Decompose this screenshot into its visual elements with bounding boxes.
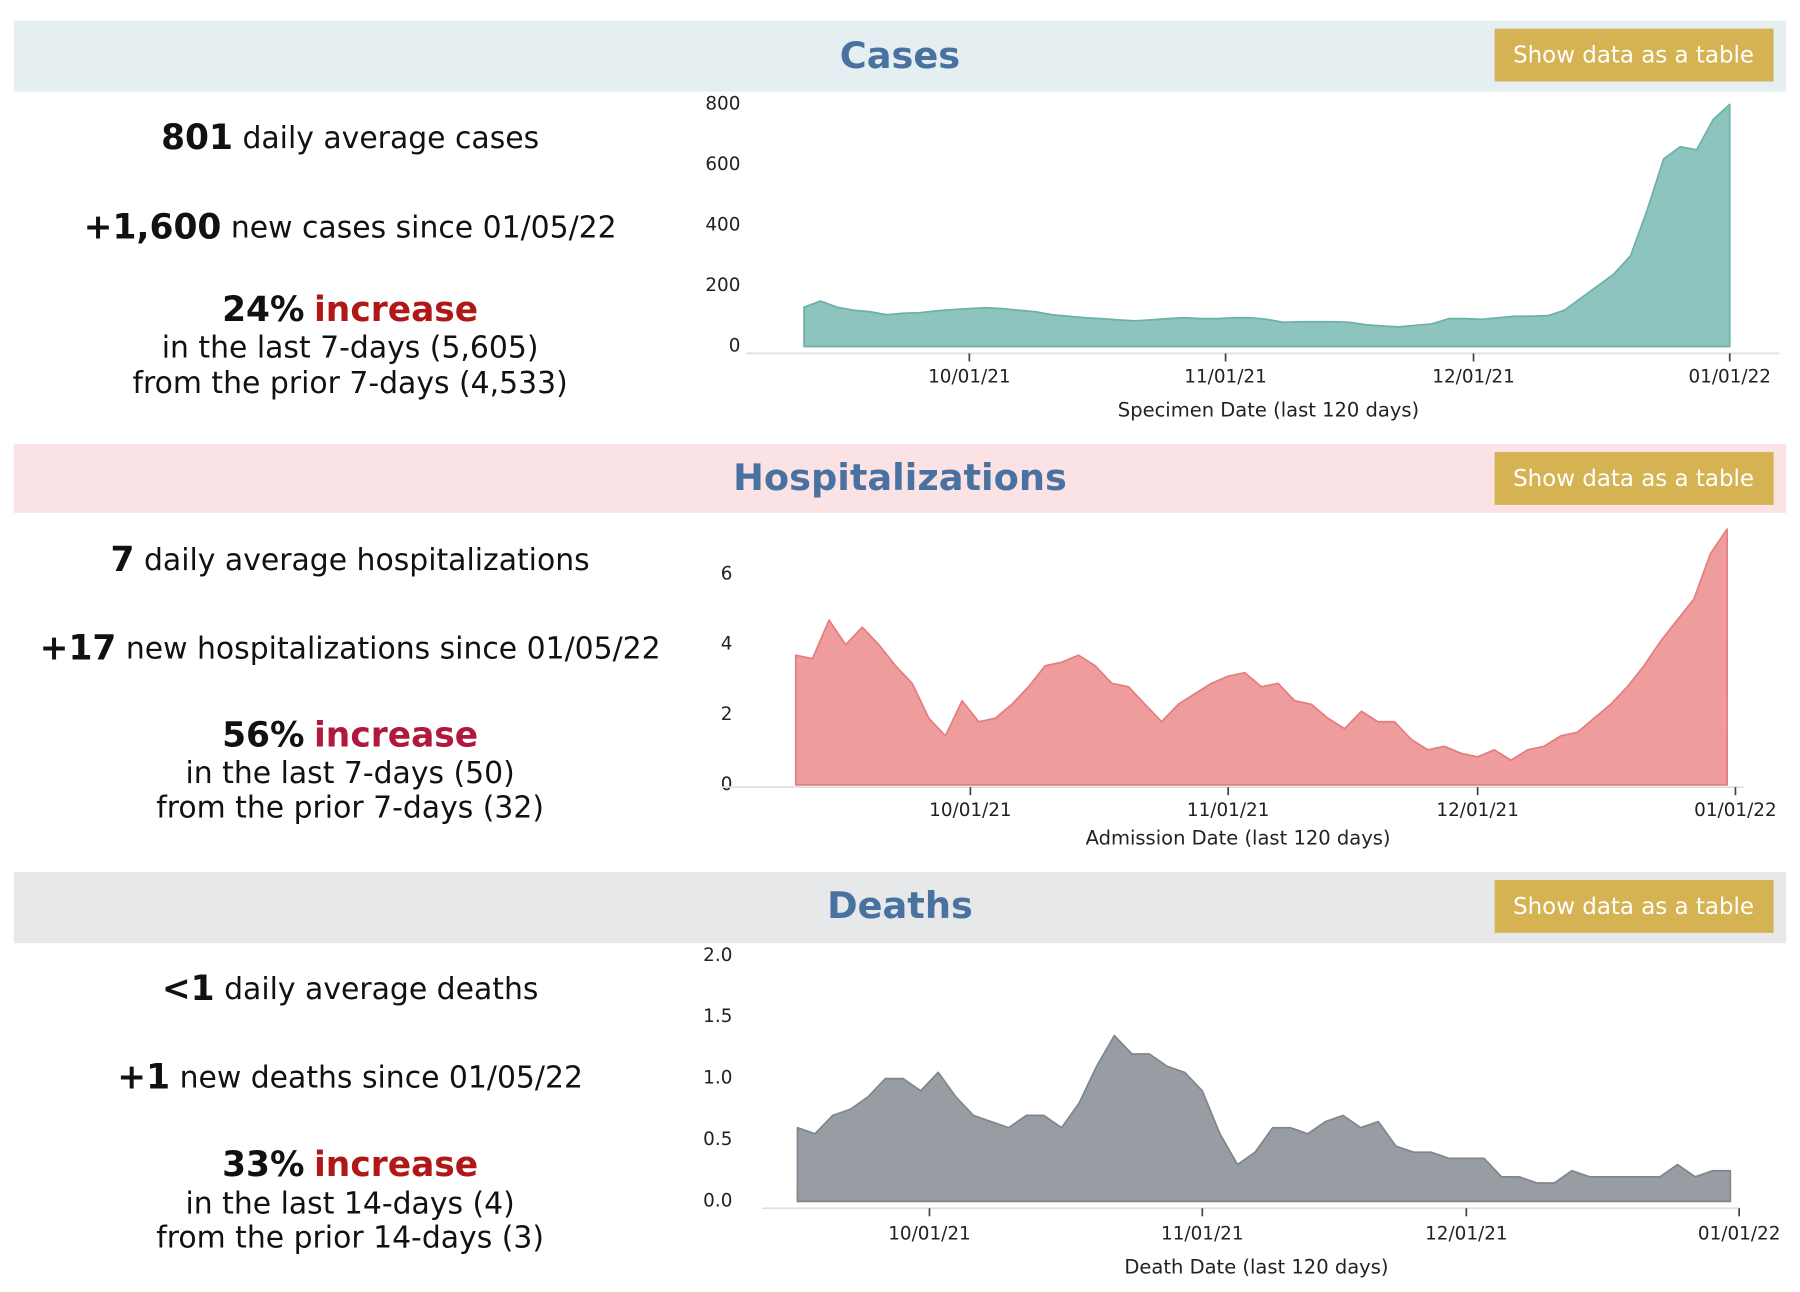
x-axis-title: Death Date (last 120 days) — [1124, 1255, 1388, 1278]
stat-text: daily average cases — [242, 120, 539, 155]
y-tick-label: 4 — [721, 634, 733, 655]
header-bar — [13, 444, 1787, 513]
x-tick-label: 11/01/21 — [1184, 367, 1266, 388]
stat-value: 56% — [222, 715, 304, 755]
x-tick-label: 10/01/21 — [888, 1224, 970, 1245]
area — [794, 528, 1728, 786]
y-tick-label: 400 — [705, 214, 740, 235]
x-axis-title: Specimen Date (last 120 days) — [1118, 398, 1419, 421]
stat-text: from the prior 7-days (4,533) — [133, 366, 568, 401]
area — [803, 103, 1731, 348]
x-axis-title: Admission Date (last 120 days) — [1086, 826, 1391, 849]
stat-line: 801 daily average cases — [161, 117, 539, 157]
y-tick-label: 1.5 — [703, 1006, 732, 1027]
y-tick-label: 0.5 — [703, 1129, 732, 1150]
stat-text: new hospitalizations since 01/05/22 — [126, 631, 661, 666]
x-tick-label: 01/01/22 — [1698, 1224, 1780, 1245]
x-tick-label: 12/01/21 — [1432, 367, 1514, 388]
stat-line: +1,600 new cases since 01/05/22 — [84, 207, 617, 247]
button-bg — [1494, 452, 1774, 505]
stat-value: 24% — [222, 289, 304, 329]
stat-text: in the last 7-days (50) — [185, 756, 514, 791]
table-button[interactable]: Show data as a table — [1494, 880, 1774, 933]
stat-text: new cases since 01/05/22 — [231, 210, 617, 245]
y-tick-label: 0.0 — [703, 1190, 732, 1211]
stat-text: in the last 14-days (4) — [185, 1186, 514, 1221]
stat-line: +17 new hospitalizations since 01/05/22 — [40, 628, 661, 668]
stat-line: 24% increase — [222, 289, 478, 329]
y-tick-label: 200 — [705, 275, 740, 296]
stat-text: daily average deaths — [224, 972, 538, 1007]
area — [796, 1034, 1732, 1203]
stat-value: +17 — [40, 628, 117, 668]
stat-text: new deaths since 01/05/22 — [180, 1060, 583, 1095]
stat-text: from the prior 7-days (32) — [156, 790, 544, 825]
header-bar — [13, 872, 1787, 944]
button-label: Show data as a table — [1513, 43, 1754, 69]
stat-text: in the last 7-days (5,605) — [162, 330, 539, 365]
stat-trend: increase — [314, 715, 478, 755]
button-label: Show data as a table — [1513, 894, 1754, 920]
x-tick-label: 01/01/22 — [1694, 800, 1776, 821]
y-tick-label: 2 — [721, 704, 733, 725]
x-tick-label: 10/01/21 — [928, 367, 1010, 388]
y-tick-label: 0 — [721, 774, 733, 795]
stat-value: 801 — [161, 117, 233, 157]
x-tick-label: 12/01/21 — [1425, 1224, 1507, 1245]
stat-text: from the prior 14-days (3) — [156, 1221, 544, 1256]
y-tick-label: 6 — [721, 564, 733, 585]
button-label: Show data as a table — [1513, 466, 1754, 492]
x-tick-label: 12/01/21 — [1436, 800, 1518, 821]
stat-text: daily average hospitalizations — [144, 543, 590, 578]
stat-value: <1 — [162, 969, 215, 1009]
x-tick-label: 11/01/21 — [1161, 1224, 1243, 1245]
stat-line: <1 daily average deaths — [162, 969, 539, 1009]
button-bg — [1494, 880, 1774, 933]
table-button[interactable]: Show data as a table — [1494, 452, 1774, 505]
x-tick-label: 01/01/22 — [1689, 367, 1771, 388]
x-tick-label: 11/01/21 — [1187, 800, 1269, 821]
panel-title: Deaths — [827, 884, 973, 927]
x-tick-label: 10/01/21 — [929, 800, 1011, 821]
stat-trend: increase — [314, 289, 478, 329]
stat-line: 56% increase — [222, 715, 478, 755]
stat-value: +1 — [117, 1057, 170, 1097]
button-bg — [1494, 28, 1774, 82]
stat-value: 33% — [222, 1144, 304, 1184]
stat-value: 7 — [111, 540, 135, 580]
y-tick-label: 800 — [705, 93, 740, 114]
y-tick-label: 0 — [729, 336, 741, 357]
stat-value: +1,600 — [84, 207, 222, 247]
stat-line: 7 daily average hospitalizations — [111, 540, 590, 580]
panel-title: Cases — [840, 34, 960, 77]
table-button[interactable]: Show data as a table — [1494, 28, 1774, 82]
y-tick-label: 600 — [705, 154, 740, 175]
header-bar — [13, 20, 1787, 92]
stat-line: 33% increase — [222, 1144, 478, 1184]
stat-trend: increase — [314, 1144, 478, 1184]
y-tick-label: 1.0 — [703, 1068, 732, 1089]
stat-line: +1 new deaths since 01/05/22 — [117, 1057, 583, 1097]
panel-title: Hospitalizations — [733, 456, 1067, 499]
y-tick-label: 2.0 — [703, 945, 732, 966]
